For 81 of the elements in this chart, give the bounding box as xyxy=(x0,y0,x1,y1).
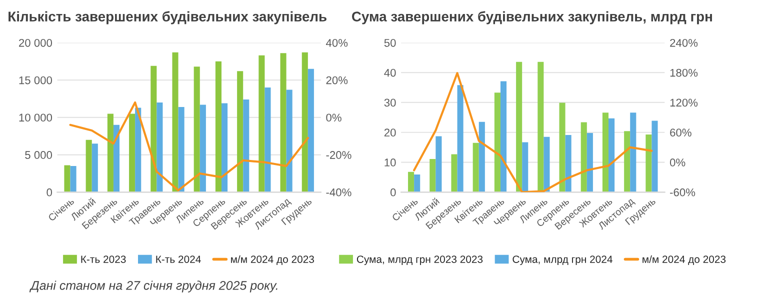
bar xyxy=(451,154,458,192)
bar xyxy=(178,106,184,192)
bar xyxy=(624,131,630,192)
bar xyxy=(264,88,271,192)
bar xyxy=(64,165,70,192)
y2-tick-label: 0% xyxy=(670,158,686,166)
bar xyxy=(538,62,544,192)
bar xyxy=(522,142,528,192)
y-tick-label: 20 xyxy=(384,128,396,137)
bar xyxy=(258,55,265,192)
bar xyxy=(215,61,222,192)
y-tick-label: 10 000 xyxy=(19,114,52,122)
y2-tick-label: 40% xyxy=(326,38,348,47)
bar xyxy=(243,99,250,192)
bar xyxy=(194,66,200,192)
y2-tick-label: 20% xyxy=(326,76,348,84)
legend-label: К-ть 2024 xyxy=(156,256,201,263)
chart-title: Кількість завершених будівельних закупівель xyxy=(8,11,326,24)
bar xyxy=(308,68,314,192)
bar xyxy=(408,172,414,192)
bar xyxy=(221,103,228,192)
bar xyxy=(86,140,92,192)
bar xyxy=(472,142,479,192)
legend-label: м/м 2024 до 2023 xyxy=(642,255,726,265)
y-tick-label: 0 xyxy=(390,188,396,196)
line-series xyxy=(69,101,309,192)
bar xyxy=(559,102,566,192)
y2-tick-label: 180% xyxy=(670,68,698,77)
bar xyxy=(156,102,163,192)
chart-title: Сума завершених будівельних закупівель, млрд грн xyxy=(352,11,712,24)
bar xyxy=(500,81,507,192)
bar xyxy=(113,124,120,192)
bar xyxy=(302,52,308,192)
bar xyxy=(237,71,244,192)
bar xyxy=(135,108,142,192)
bar xyxy=(602,112,609,192)
y-tick-label: 0 xyxy=(46,188,52,196)
bar xyxy=(436,136,442,192)
bar xyxy=(200,104,206,192)
bar xyxy=(70,166,76,192)
bar xyxy=(107,114,114,192)
bar xyxy=(150,66,157,192)
line-series xyxy=(413,72,653,192)
y-tick-label: 20 000 xyxy=(19,38,52,47)
bar xyxy=(457,85,464,192)
y-tick-label: 40 xyxy=(384,68,396,77)
bar xyxy=(414,174,420,192)
legend-label: м/м 2024 до 2023 xyxy=(231,255,314,265)
y-tick-label: 5 000 xyxy=(25,151,52,159)
bar xyxy=(544,136,550,192)
y2-tick-label: 240% xyxy=(670,38,698,47)
bar xyxy=(172,52,178,192)
y-tick-label: 50 xyxy=(384,38,396,47)
y2-tick-label: -40% xyxy=(326,188,352,196)
bar xyxy=(652,120,658,192)
y-tick-label: 10 xyxy=(384,158,396,166)
bar xyxy=(286,90,292,192)
legend-label: Сума, млрд грн 2023 2023 xyxy=(356,256,483,266)
bar xyxy=(565,135,572,192)
bar xyxy=(494,92,500,192)
legend-label: К-ть 2023 xyxy=(81,256,126,263)
y2-tick-label: 0% xyxy=(326,114,342,122)
y2-tick-label: 60% xyxy=(670,128,692,137)
y2-tick-label: -20% xyxy=(326,151,352,159)
bar xyxy=(580,122,587,192)
bar xyxy=(586,132,593,192)
text: Дані станом на 27 січня грудня 2025 року. xyxy=(29,280,278,292)
y2-tick-label: -60% xyxy=(670,188,696,196)
bar xyxy=(516,62,522,192)
bar xyxy=(608,118,615,192)
bar xyxy=(92,144,98,192)
y-tick-label: 30 xyxy=(384,98,396,107)
y-tick-label: 15 000 xyxy=(19,76,52,84)
bar xyxy=(129,114,136,192)
bar xyxy=(646,134,652,192)
legend-label: Сума, млрд грн 2024 xyxy=(512,256,612,266)
bar xyxy=(430,158,436,192)
bar xyxy=(280,53,286,192)
bar xyxy=(630,112,636,192)
y2-tick-label: 120% xyxy=(670,98,698,107)
bar xyxy=(478,122,485,192)
